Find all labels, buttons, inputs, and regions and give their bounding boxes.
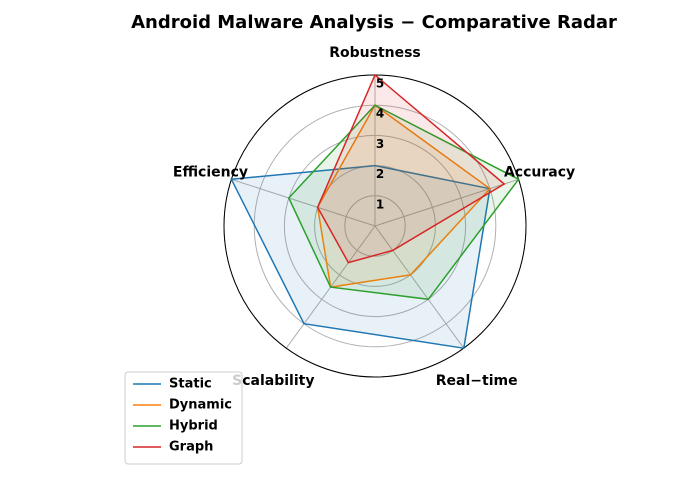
- category-label: Efficiency: [173, 165, 248, 181]
- spoke: [374, 225, 465, 349]
- series-line: [287, 104, 520, 301]
- series-line: [316, 104, 492, 288]
- category-label: Real−time: [436, 373, 518, 389]
- r-tick-label: 5: [376, 77, 384, 91]
- legend-box: [124, 371, 243, 465]
- series-area: [288, 105, 519, 300]
- series-line: [316, 73, 506, 264]
- spoke: [231, 178, 376, 227]
- spoke: [374, 178, 519, 227]
- series-area: [317, 105, 490, 288]
- r-tick-label: 1: [376, 197, 384, 211]
- category-label: Scalability: [232, 373, 314, 389]
- r-tick-label: 2: [376, 167, 384, 181]
- series-area: [317, 75, 505, 263]
- chart-title: Android Malware Analysis − Comparative R…: [131, 12, 617, 33]
- category-label: Robustness: [329, 45, 421, 61]
- legend-label: Dynamic: [169, 398, 232, 413]
- r-tick-label: 3: [376, 137, 384, 151]
- r-tick-label: 4: [376, 107, 384, 121]
- series-area: [231, 165, 490, 349]
- legend-label: Hybrid: [169, 419, 218, 434]
- series-line: [230, 164, 491, 350]
- legend-label: Static: [169, 377, 212, 392]
- category-label: Accuracy: [504, 165, 575, 181]
- legend-label: Graph: [169, 440, 213, 455]
